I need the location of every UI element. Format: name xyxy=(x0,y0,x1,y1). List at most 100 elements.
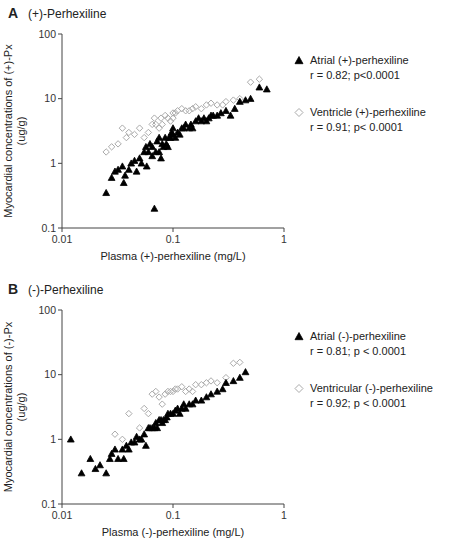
x-tick-label: 0.01 xyxy=(52,509,73,521)
point xyxy=(159,121,165,127)
y-axis-label-line: Myocardial concentrations of (-)-Px xyxy=(2,321,14,492)
point xyxy=(133,168,140,174)
y-axis-label-line: (ug/g) xyxy=(15,117,27,146)
point xyxy=(230,97,236,103)
y-tick-label: 100 xyxy=(38,28,56,40)
series xyxy=(67,369,249,476)
point xyxy=(126,410,132,416)
point xyxy=(78,470,85,476)
y-tick-label: 0.1 xyxy=(41,222,56,234)
y-tick-label: 10 xyxy=(44,368,56,380)
point xyxy=(131,131,137,137)
point xyxy=(208,378,214,384)
point xyxy=(141,431,148,437)
y-tick xyxy=(58,374,62,375)
y-tick-label: 1 xyxy=(50,157,56,169)
point xyxy=(145,410,151,416)
point xyxy=(97,462,104,468)
x-tick-label: 0.1 xyxy=(166,509,181,521)
legend: Atrial (+)-perhexiline r = 0.82; p<0.0001… xyxy=(295,54,426,133)
x-tick xyxy=(284,228,285,232)
point xyxy=(236,374,243,380)
point xyxy=(119,163,126,169)
annotation: r = 0.92; p < 0.0001 xyxy=(310,397,406,409)
point xyxy=(87,455,94,461)
y-tick xyxy=(58,34,62,35)
point xyxy=(158,115,164,121)
point xyxy=(208,391,215,397)
point xyxy=(136,425,142,431)
series xyxy=(112,359,243,442)
x-tick-label: 1 xyxy=(281,509,287,521)
series xyxy=(103,76,263,155)
point xyxy=(156,134,163,140)
point xyxy=(263,86,270,92)
point xyxy=(230,378,237,384)
panel-label: B xyxy=(8,281,18,297)
x-tick xyxy=(62,504,63,508)
point xyxy=(219,102,225,108)
point xyxy=(158,155,165,161)
plot-area xyxy=(67,359,249,476)
point xyxy=(256,76,262,82)
point xyxy=(143,163,150,169)
y-tick xyxy=(58,439,62,440)
point xyxy=(223,98,229,104)
y-tick xyxy=(58,163,62,164)
point xyxy=(136,125,142,131)
point xyxy=(138,160,145,166)
point xyxy=(108,174,115,180)
point xyxy=(242,369,249,375)
y-tick-label: 10 xyxy=(44,92,56,104)
point xyxy=(189,388,195,394)
plot-area xyxy=(103,76,270,211)
figure: A(+)-Perhexiline0.010.110.1110100Plasma … xyxy=(0,0,474,552)
y-axis xyxy=(62,310,63,504)
subtitle: (+)-Perhexiline xyxy=(28,7,107,21)
point xyxy=(174,108,180,114)
y-tick-label: 1 xyxy=(50,433,56,445)
y-axis-label: Myocardial concentrations of (-)-Px(ug/g… xyxy=(2,321,27,492)
legend-label: Atrial (-)-perhexiline xyxy=(310,330,406,342)
x-tick xyxy=(173,504,174,508)
point xyxy=(219,386,226,392)
point xyxy=(143,442,150,448)
point xyxy=(237,359,243,365)
point xyxy=(256,84,263,90)
point xyxy=(214,380,220,386)
point xyxy=(223,107,230,113)
y-tick xyxy=(58,504,62,505)
point xyxy=(151,205,158,211)
point xyxy=(125,166,132,172)
x-tick-label: 0.1 xyxy=(166,233,181,245)
point xyxy=(103,149,109,155)
y-axis-label-line: Myocardial concentrations of (+)-Px xyxy=(2,44,14,218)
annotation: r = 0.91; p< 0.0001 xyxy=(310,121,403,133)
point xyxy=(227,112,234,118)
point xyxy=(156,125,162,131)
point xyxy=(165,143,172,149)
point xyxy=(115,141,121,147)
panel-label: A xyxy=(8,5,18,21)
legend-label: Ventricular (-)-perhexiline xyxy=(310,382,433,394)
legend-label: Ventricle (+)-perhexiline xyxy=(310,106,426,118)
x-tick xyxy=(173,228,174,232)
x-tick xyxy=(284,504,285,508)
y-axis xyxy=(62,34,63,228)
point xyxy=(119,125,125,131)
point xyxy=(176,131,183,137)
annotation: r = 0.82; p<0.0001 xyxy=(310,69,400,81)
point xyxy=(112,446,119,452)
point xyxy=(230,360,236,366)
legend-marker xyxy=(295,385,303,393)
x-tick-label: 1 xyxy=(281,233,287,245)
point xyxy=(159,401,165,407)
y-tick-label: 0.1 xyxy=(41,498,56,510)
y-tick xyxy=(58,228,62,229)
point xyxy=(198,105,204,111)
legend: Atrial (-)-perhexiliner = 0.81; p < 0.00… xyxy=(295,330,433,409)
point xyxy=(145,129,151,135)
point xyxy=(120,455,127,461)
legend-label: Atrial (+)-perhexiline xyxy=(310,54,409,66)
point xyxy=(103,470,110,476)
